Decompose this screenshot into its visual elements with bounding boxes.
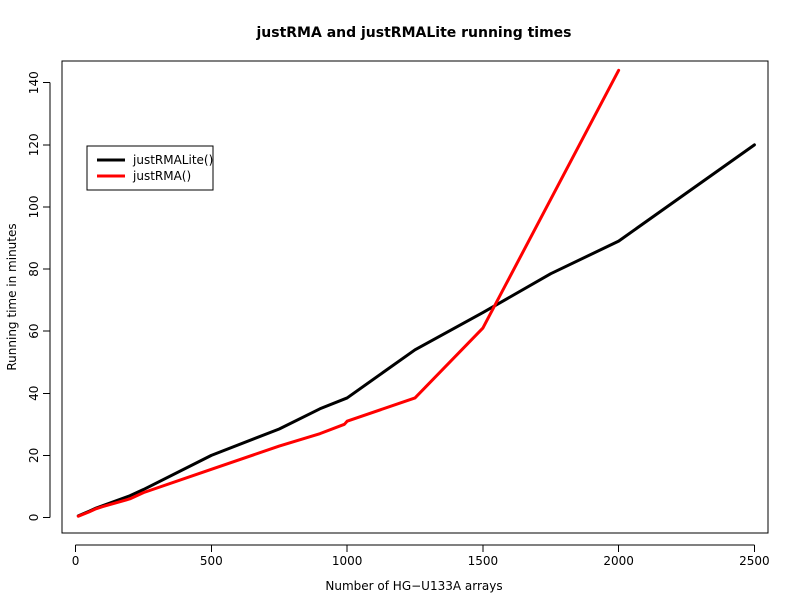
x-tick-label: 1500	[468, 554, 499, 568]
y-axis-title: Running time in minutes	[5, 223, 19, 370]
legend: justRMALite() justRMA()	[86, 145, 214, 191]
legend-box	[86, 145, 214, 191]
chart-title: justRMA and justRMALite running times	[255, 25, 571, 41]
y-tick-label: 120	[27, 133, 41, 156]
y-tick-label: 140	[27, 71, 41, 94]
x-axis: 0 500 1000 1500 2000 2500	[72, 544, 770, 568]
y-axis: 0 20 40 60 80 100 120 140	[27, 71, 51, 522]
x-tick-label: 2500	[739, 554, 770, 568]
plot-area-border	[61, 60, 769, 534]
x-tick-label: 0	[72, 554, 80, 568]
y-tick-label: 100	[27, 195, 41, 218]
y-tick-label: 20	[27, 448, 41, 463]
y-tick-label: 0	[27, 514, 41, 522]
series-line-justrma	[76, 68, 621, 518]
series-line-justrmalite	[76, 143, 756, 518]
y-tick-label: 80	[27, 261, 41, 276]
y-tick-label: 60	[27, 324, 41, 339]
y-tick-label: 40	[27, 386, 41, 401]
x-axis-title: Number of HG−U133A arrays	[325, 579, 502, 593]
x-tick-label: 2000	[603, 554, 634, 568]
legend-label-justrmalite: justRMALite()	[132, 153, 213, 167]
series-layer	[76, 68, 756, 518]
x-tick-label: 1000	[332, 554, 363, 568]
x-tick-label: 500	[200, 554, 223, 568]
legend-label-justrma: justRMA()	[132, 169, 191, 183]
